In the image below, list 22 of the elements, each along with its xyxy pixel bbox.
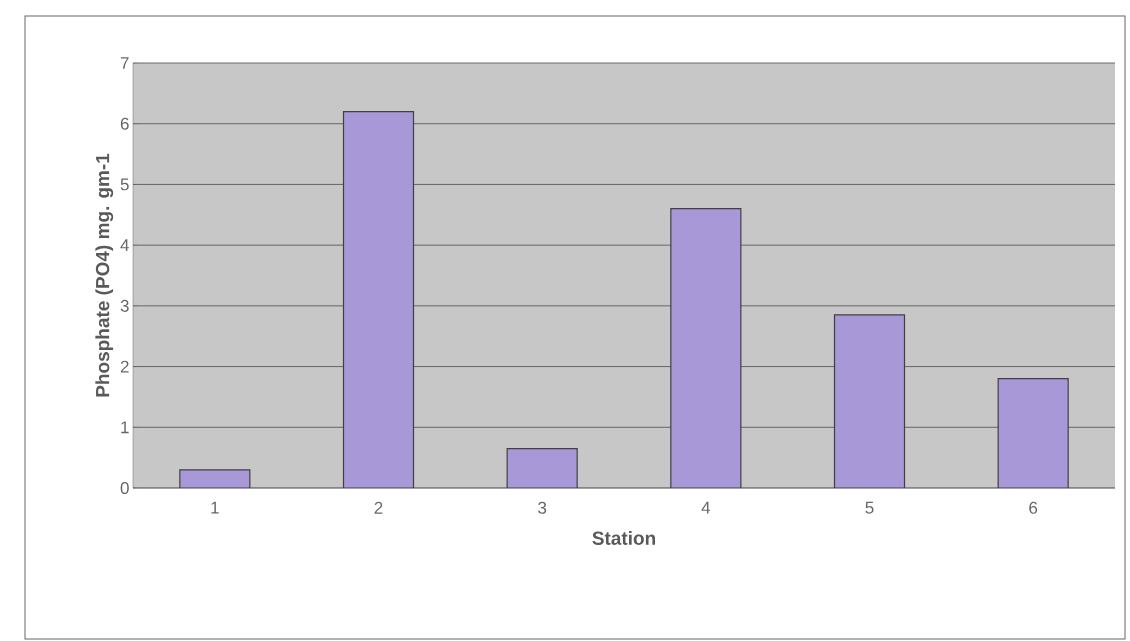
y-tick-label: 4 (120, 239, 129, 251)
x-tick-label: 2 (374, 501, 383, 514)
y-tick-label: 0 (120, 481, 129, 495)
x-tick-label: 1 (211, 501, 219, 514)
x-tick-label: 4 (701, 501, 711, 514)
bar (342, 110, 415, 488)
y-tick-label: 3 (120, 299, 129, 312)
bar (506, 447, 578, 488)
y-tick-label: 7 (120, 57, 129, 69)
x-tick-label: 3 (538, 501, 547, 514)
y-axis-title: Phosphate (PO4) mg. gm-1 (95, 153, 114, 397)
y-tick-label: 5 (120, 178, 129, 191)
y-tick-label: 2 (120, 360, 129, 373)
bar (833, 314, 906, 488)
bar (179, 469, 251, 488)
y-tick-label: 6 (120, 117, 129, 130)
x-tick-label: 6 (1029, 501, 1038, 514)
bar (997, 378, 1069, 488)
y-tick-label: 1 (121, 421, 129, 434)
x-axis-title: Station (592, 530, 656, 545)
x-tick-label: 5 (865, 501, 874, 514)
bar (670, 208, 742, 488)
